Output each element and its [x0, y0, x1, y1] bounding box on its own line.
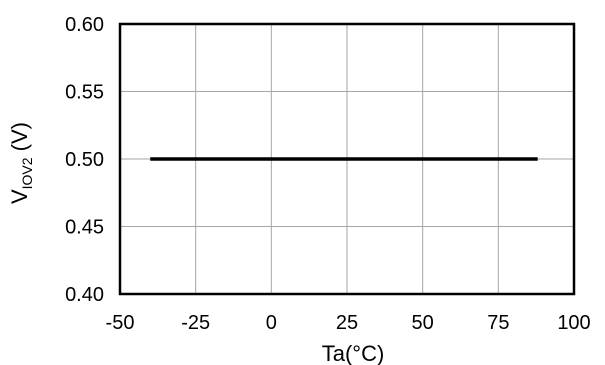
y-tick-label: 0.60: [65, 14, 104, 36]
y-axis-label-main: V: [7, 189, 32, 204]
y-axis-label-unit: (V): [7, 122, 32, 157]
plot-frame: [118, 22, 576, 296]
y-tick-label: 0.40: [65, 284, 104, 306]
y-axis-label-subscript: IOV2: [19, 157, 35, 189]
x-tick-label: -25: [181, 312, 210, 334]
x-tick-labels: -50 -25 0 25 50 75 100: [106, 312, 591, 334]
x-tick-label: 100: [557, 312, 590, 334]
y-tick-labels: 0.40 0.45 0.50 0.55 0.60: [65, 14, 104, 306]
x-tick-label: 0: [266, 312, 277, 334]
y-tick-label: 0.55: [65, 82, 104, 104]
x-tick-label: -50: [106, 312, 135, 334]
x-tick-label: 25: [336, 312, 358, 334]
y-axis-label: VIOV2 (V): [7, 122, 35, 204]
x-tick-label: 50: [412, 312, 434, 334]
x-axis-label: Ta(°C): [322, 341, 385, 365]
y-tick-label: 0.45: [65, 217, 104, 239]
y-tick-label: 0.50: [65, 149, 104, 171]
x-tick-label: 75: [487, 312, 509, 334]
